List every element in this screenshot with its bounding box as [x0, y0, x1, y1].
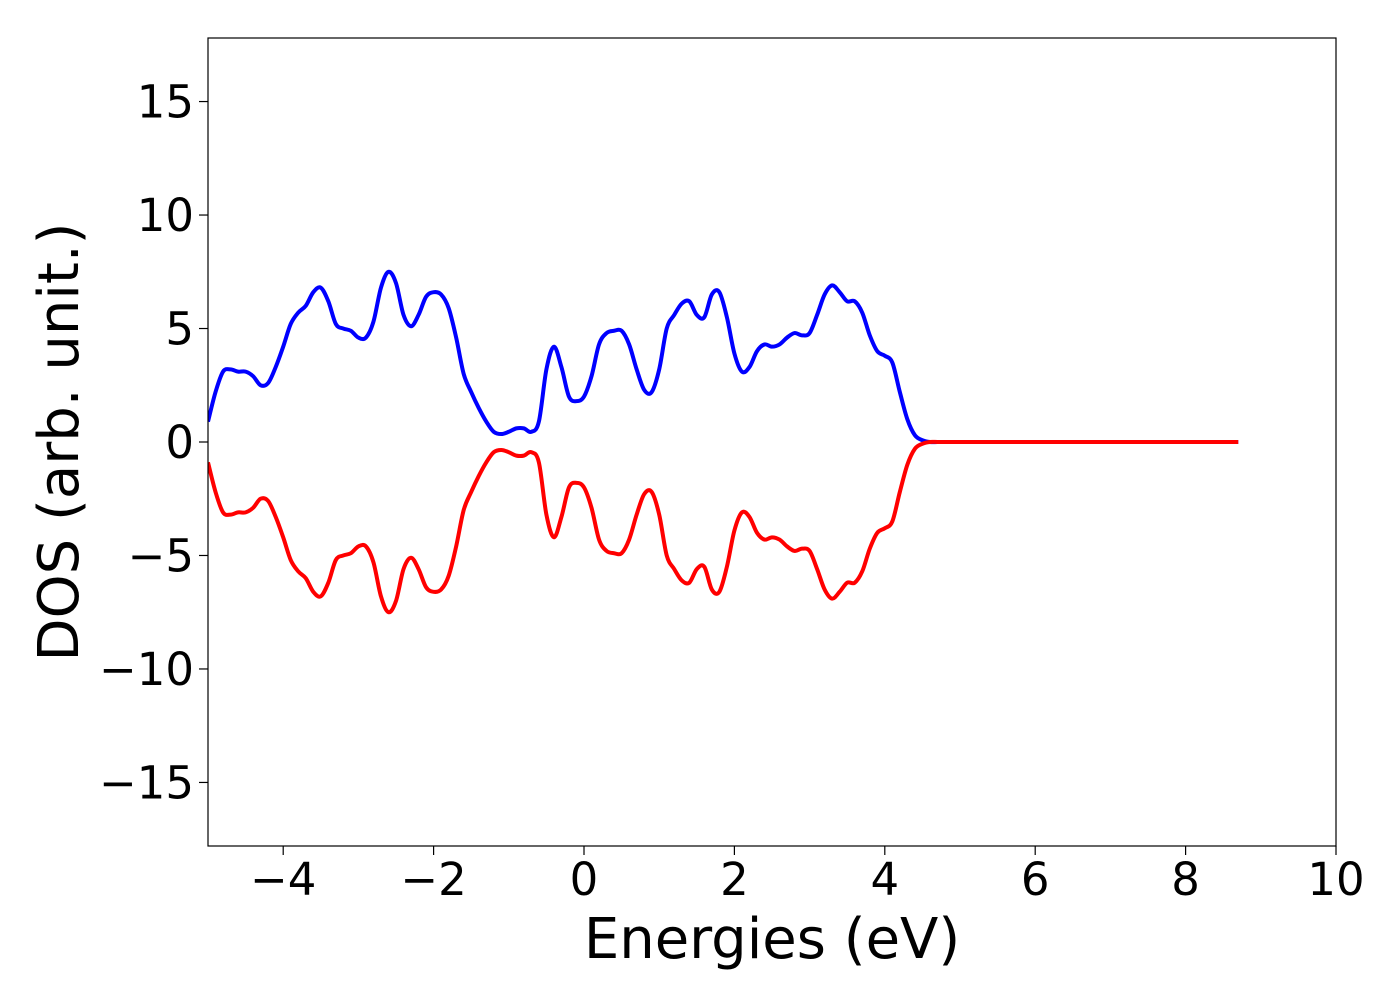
y-tick-label: 10 [137, 189, 194, 242]
x-tick-label: 2 [720, 853, 749, 906]
y-tick-label: 0 [165, 416, 194, 469]
x-tick-label: 6 [1021, 853, 1050, 906]
y-axis-ticks: 15 10 5 0 −5 −10 −15 [99, 76, 208, 809]
series-layer [208, 269, 1239, 615]
x-tick-label: 0 [570, 853, 599, 906]
y-axis-label: DOS (arb. unit.) [27, 222, 92, 661]
y-tick-label: −5 [128, 529, 194, 582]
y-tick-label: −10 [99, 643, 194, 696]
x-axis-label: Energies (eV) [584, 907, 960, 972]
x-tick-label: 4 [870, 853, 899, 906]
y-tick-label: 15 [137, 76, 194, 129]
x-tick-label: 10 [1307, 853, 1364, 906]
y-tick-label: 5 [165, 303, 194, 356]
x-axis-ticks: −4 −2 0 2 4 6 8 10 [250, 846, 1365, 906]
x-tick-label: 8 [1171, 853, 1200, 906]
series-line-down [208, 439, 1239, 615]
x-tick-label: −2 [400, 853, 466, 906]
x-tick-label: −4 [250, 853, 316, 906]
y-tick-label: −15 [99, 756, 194, 809]
